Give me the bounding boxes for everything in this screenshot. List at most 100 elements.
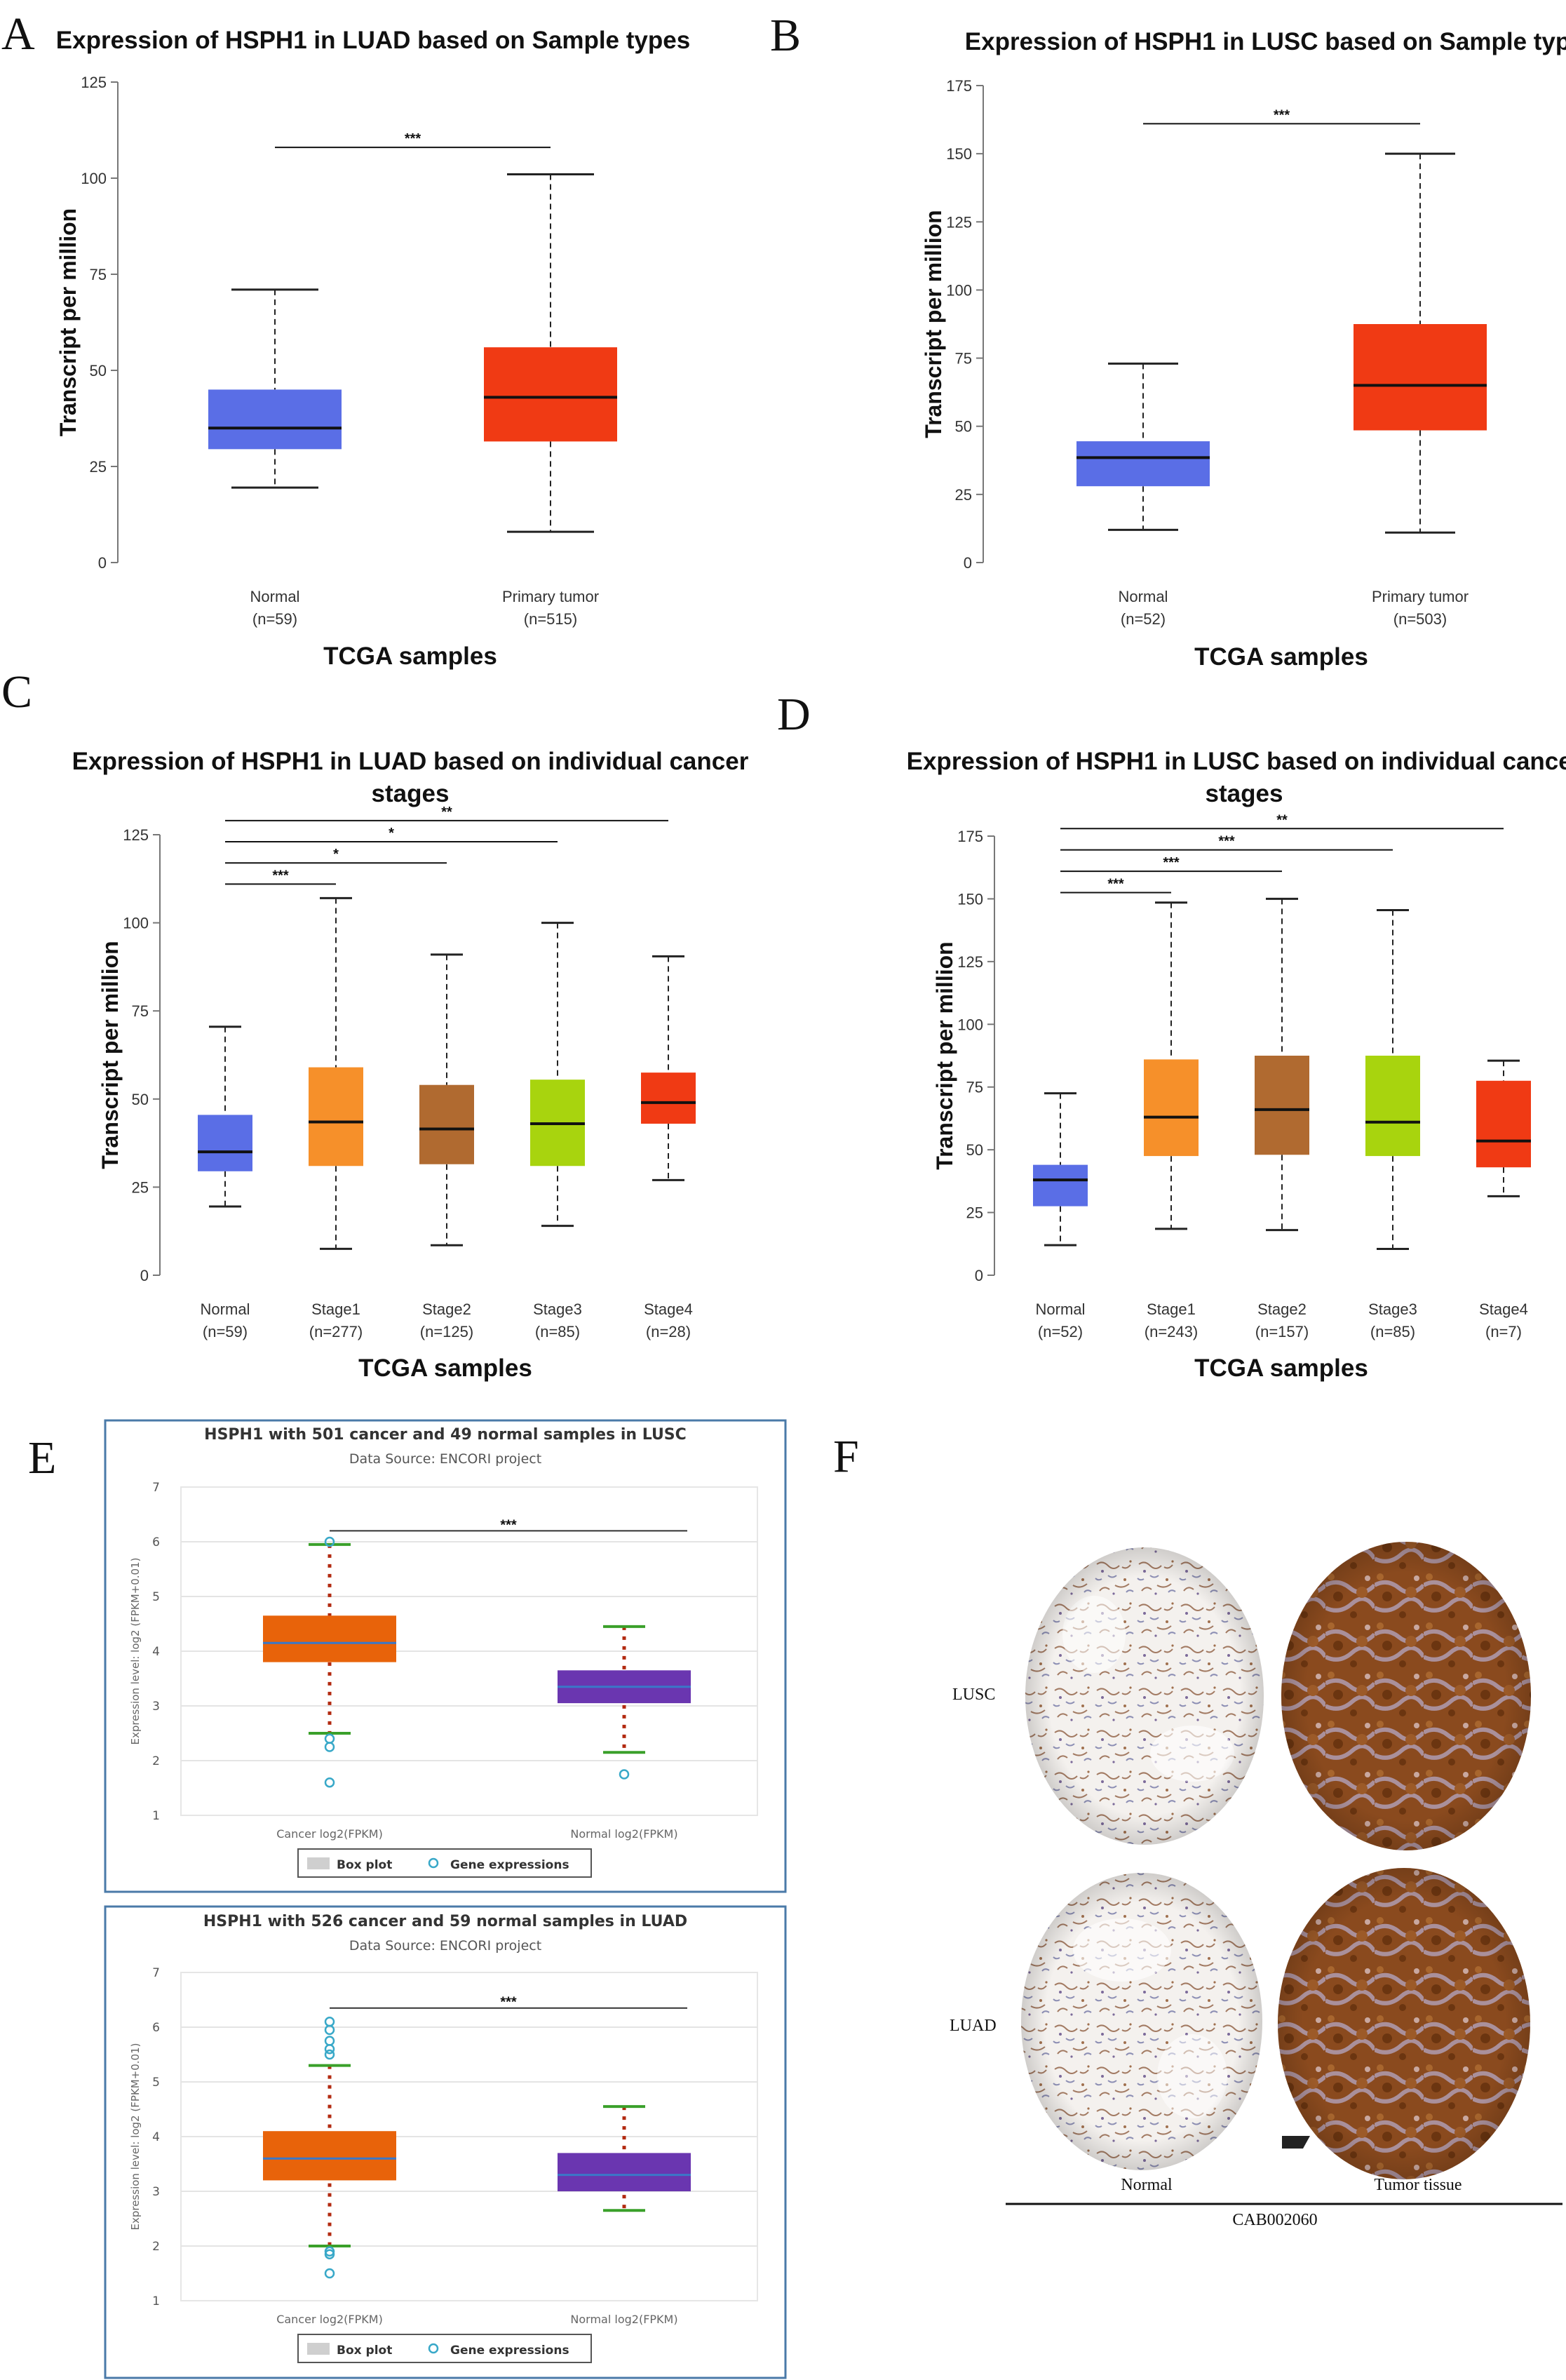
outlier-point: [324, 1777, 335, 1788]
y-tick-label: 3: [152, 1700, 160, 1714]
x-category-label: Normal: [1119, 588, 1168, 605]
ihc-image-lusc-tumor: [1281, 1542, 1531, 1850]
x-category-label: Stage3: [533, 1300, 582, 1318]
x-category-count: (n=243): [1145, 1323, 1198, 1340]
outlier-point: [324, 1742, 335, 1752]
box-stage2: [1255, 1056, 1309, 1155]
y-tick-label: 75: [132, 1002, 149, 1020]
y-tick-label: 75: [955, 350, 972, 368]
y-tick-label: 7: [152, 1481, 160, 1495]
box-normal: [198, 1115, 252, 1171]
x-category-label: Stage4: [644, 1300, 693, 1318]
box-normal: [1033, 1164, 1088, 1206]
chart-subtitle: Data Source: ENCORI project: [349, 1938, 541, 1954]
x-axis-label: TCGA samples: [1194, 643, 1368, 671]
ihc-panel: LUSC LUAD Normal Tumor tissue CAB002060: [950, 1542, 1562, 2229]
x-category-count: (n=157): [1255, 1323, 1309, 1340]
y-tick-label: 175: [957, 828, 983, 845]
ihc-col-label-normal: Normal: [1121, 2176, 1173, 2194]
ihc-antibody-label: CAB002060: [1232, 2211, 1317, 2229]
box-stage2: [419, 1084, 474, 1164]
y-tick-label: 0: [964, 554, 972, 572]
box-primary-tumor: [1354, 324, 1487, 431]
y-tick-label: 75: [966, 1079, 983, 1096]
y-tick-label: 100: [81, 170, 107, 187]
box-stage1: [1144, 1059, 1199, 1157]
significance-label: ***: [1274, 107, 1290, 123]
y-tick-label: 4: [152, 2130, 160, 2144]
legend-label-gene-expressions: Gene expressions: [450, 1858, 569, 1872]
y-tick-label: 50: [966, 1141, 983, 1159]
y-tick-label: 7: [152, 1966, 160, 1980]
x-category-label: Normal: [201, 1300, 250, 1318]
y-tick-label: 1: [152, 1809, 160, 1823]
x-category-label: Stage3: [1368, 1300, 1417, 1318]
legend-box: [297, 2334, 592, 2363]
outlier-point: [324, 1536, 335, 1547]
significance-label: **: [1276, 812, 1288, 828]
y-tick-label: 3: [152, 2185, 160, 2199]
box-primary-tumor: [484, 347, 617, 442]
legend-label-box-plot: Box plot: [337, 1858, 392, 1872]
y-tick-label: 0: [98, 554, 107, 572]
x-category-count: (n=52): [1038, 1323, 1083, 1340]
significance-label: ***: [500, 1517, 517, 1533]
x-category-label: Normal log2(FPKM): [570, 1827, 677, 1841]
outlier-point: [324, 2043, 335, 2055]
chart-b-lusc-sample-types: Expression of HSPH1 in LUSC based on Sam…: [921, 28, 1566, 671]
outlier-point: [324, 2024, 335, 2036]
chart-title: Expression of HSPH1 in LUAD based on Sam…: [56, 27, 690, 54]
legend-box: [297, 1848, 592, 1878]
significance-label: ***: [1218, 834, 1235, 849]
y-tick-label: 75: [90, 266, 107, 283]
x-axis-label: TCGA samples: [323, 643, 497, 670]
x-category-count: (n=7): [1485, 1323, 1522, 1340]
y-tick-label: 50: [90, 362, 107, 379]
ihc-image-luad-normal: [1021, 1873, 1262, 2170]
y-tick-label: 4: [152, 1645, 160, 1659]
y-tick-label: 50: [955, 418, 972, 436]
y-axis-label: Transcript per million: [97, 941, 123, 1169]
y-tick-label: 175: [946, 77, 972, 95]
x-category-label: Primary tumor: [502, 588, 599, 605]
chart-a-luad-sample-types: Expression of HSPH1 in LUAD based on Sam…: [55, 27, 690, 670]
chart-e-luad-encori: HSPH1 with 526 cancer and 59 normal samp…: [129, 1913, 757, 2363]
y-tick-label: 25: [132, 1178, 149, 1196]
y-tick-label: 6: [152, 1535, 160, 1549]
y-tick-label: 5: [152, 2076, 160, 2090]
y-tick-label: 100: [957, 1016, 983, 1033]
y-tick-label: 6: [152, 2021, 160, 2035]
y-tick-label: 0: [975, 1267, 983, 1284]
chart-title-line: stages: [1206, 780, 1283, 807]
y-tick-label: 125: [81, 74, 107, 91]
box-normal: [1076, 441, 1210, 487]
ihc-row-label-lusc: LUSC: [952, 1686, 995, 1704]
y-tick-label: 25: [90, 458, 107, 476]
ihc-image-lusc-normal: [1025, 1547, 1264, 1845]
y-axis-label: Transcript per million: [921, 210, 946, 438]
significance-label: ***: [1107, 876, 1124, 892]
legend-label-gene-expressions: Gene expressions: [450, 2344, 569, 2358]
x-category-count: (n=503): [1393, 610, 1447, 628]
x-category-label: Stage1: [1147, 1300, 1196, 1318]
legend-swatch-box-plot: [307, 1857, 330, 1869]
box-stage1: [309, 1067, 363, 1167]
box-cancer: [263, 1615, 396, 1662]
box-stage3: [1365, 1056, 1420, 1157]
outlier-point: [324, 2049, 335, 2060]
x-category-label: Normal: [250, 588, 300, 605]
x-category-count: (n=59): [252, 610, 297, 628]
y-tick-label: 5: [152, 1590, 160, 1604]
legend-swatch-box-plot: [307, 2343, 330, 2355]
ihc-row-label-luad: LUAD: [950, 2017, 997, 2035]
y-axis-label: Transcript per million: [55, 208, 81, 436]
box-stage4: [641, 1073, 696, 1124]
box-normal: [208, 389, 342, 450]
chart-e-lusc-encori: HSPH1 with 501 cancer and 49 normal samp…: [129, 1426, 757, 1878]
significance-label: ***: [272, 868, 289, 883]
legend-swatch-gene-expressions: [428, 2343, 439, 2354]
x-category-count: (n=515): [524, 610, 577, 628]
panel-letter-e: E: [28, 1432, 56, 1484]
ihc-image-luad-tumor: [1278, 1868, 1530, 2179]
